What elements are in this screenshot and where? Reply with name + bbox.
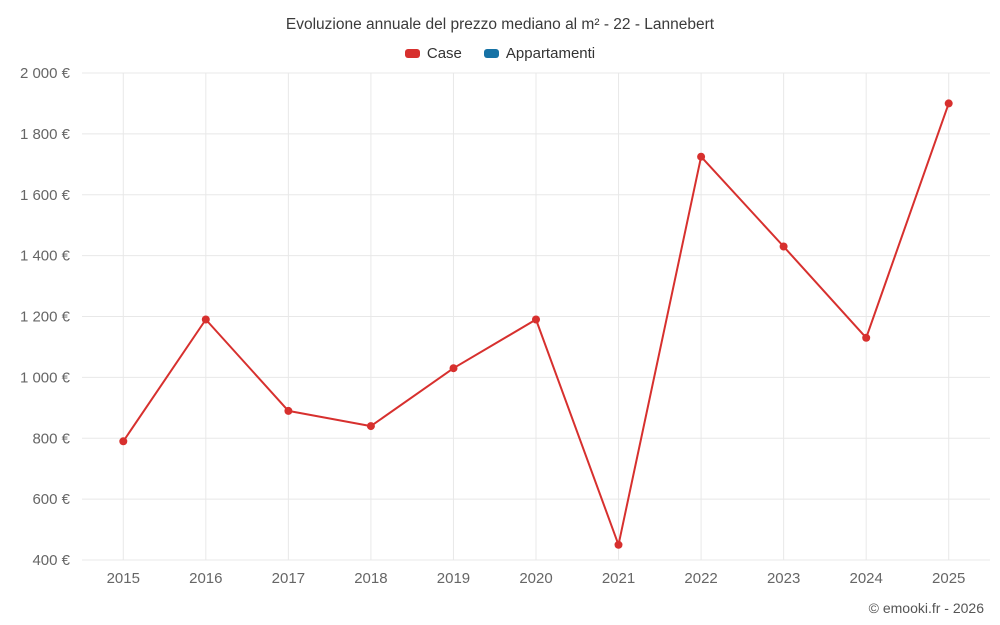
y-tick-label: 1 600 € <box>20 187 71 204</box>
x-axis-labels: 2015 2016 2017 2018 2019 2020 2021 2022 2023 2024… <box>107 570 966 587</box>
y-tick-label: 2 000 € <box>20 65 71 82</box>
data-point <box>862 333 871 342</box>
data-point <box>697 152 706 161</box>
data-point <box>449 364 458 373</box>
data-point <box>284 406 293 415</box>
y-tick-label: 400 € <box>32 552 70 569</box>
copyright: © emooki.fr - 2026 <box>868 600 984 616</box>
data-point <box>119 437 128 446</box>
x-tick-label: 2016 <box>189 570 222 587</box>
y-axis-labels: 400 € 600 € 800 € 1 000 € 1 200 € 1 400 € 1 60… <box>20 65 71 569</box>
x-tick-label: 2020 <box>519 570 552 587</box>
data-point <box>614 540 623 549</box>
data-point <box>944 99 953 108</box>
x-tick-label: 2023 <box>767 570 800 587</box>
y-tick-label: 1 800 € <box>20 126 71 143</box>
x-tick-label: 2017 <box>272 570 305 587</box>
x-tick-label: 2025 <box>932 570 965 587</box>
y-tick-label: 1 000 € <box>20 369 71 386</box>
data-point <box>201 315 210 324</box>
x-tick-label: 2019 <box>437 570 470 587</box>
legend-item-case[interactable]: Case <box>404 45 462 62</box>
chart-legend: Case Appartamenti <box>0 45 1000 62</box>
x-tick-label: 2021 <box>602 570 635 587</box>
data-point <box>366 422 375 431</box>
legend-swatch-icon <box>483 49 499 58</box>
data-point <box>532 315 540 324</box>
y-tick-label: 1 200 € <box>20 309 71 326</box>
x-tick-label: 2018 <box>354 570 387 587</box>
y-tick-label: 800 € <box>32 430 70 447</box>
chart-title: Evoluzione annuale del prezzo mediano al… <box>285 16 715 33</box>
x-tick-label: 2015 <box>107 570 140 587</box>
legend-label: Case <box>426 45 462 62</box>
series-case <box>119 99 953 549</box>
x-tick-label: 2022 <box>684 570 717 587</box>
x-tick-label: 2024 <box>849 570 882 587</box>
legend-label: Appartamenti <box>505 45 596 62</box>
y-tick-label: 1 400 € <box>20 248 71 265</box>
legend-swatch-icon <box>404 49 420 58</box>
data-point <box>779 242 788 251</box>
y-tick-label: 600 € <box>32 491 70 508</box>
legend-item-appartamenti[interactable]: Appartamenti <box>483 45 596 62</box>
